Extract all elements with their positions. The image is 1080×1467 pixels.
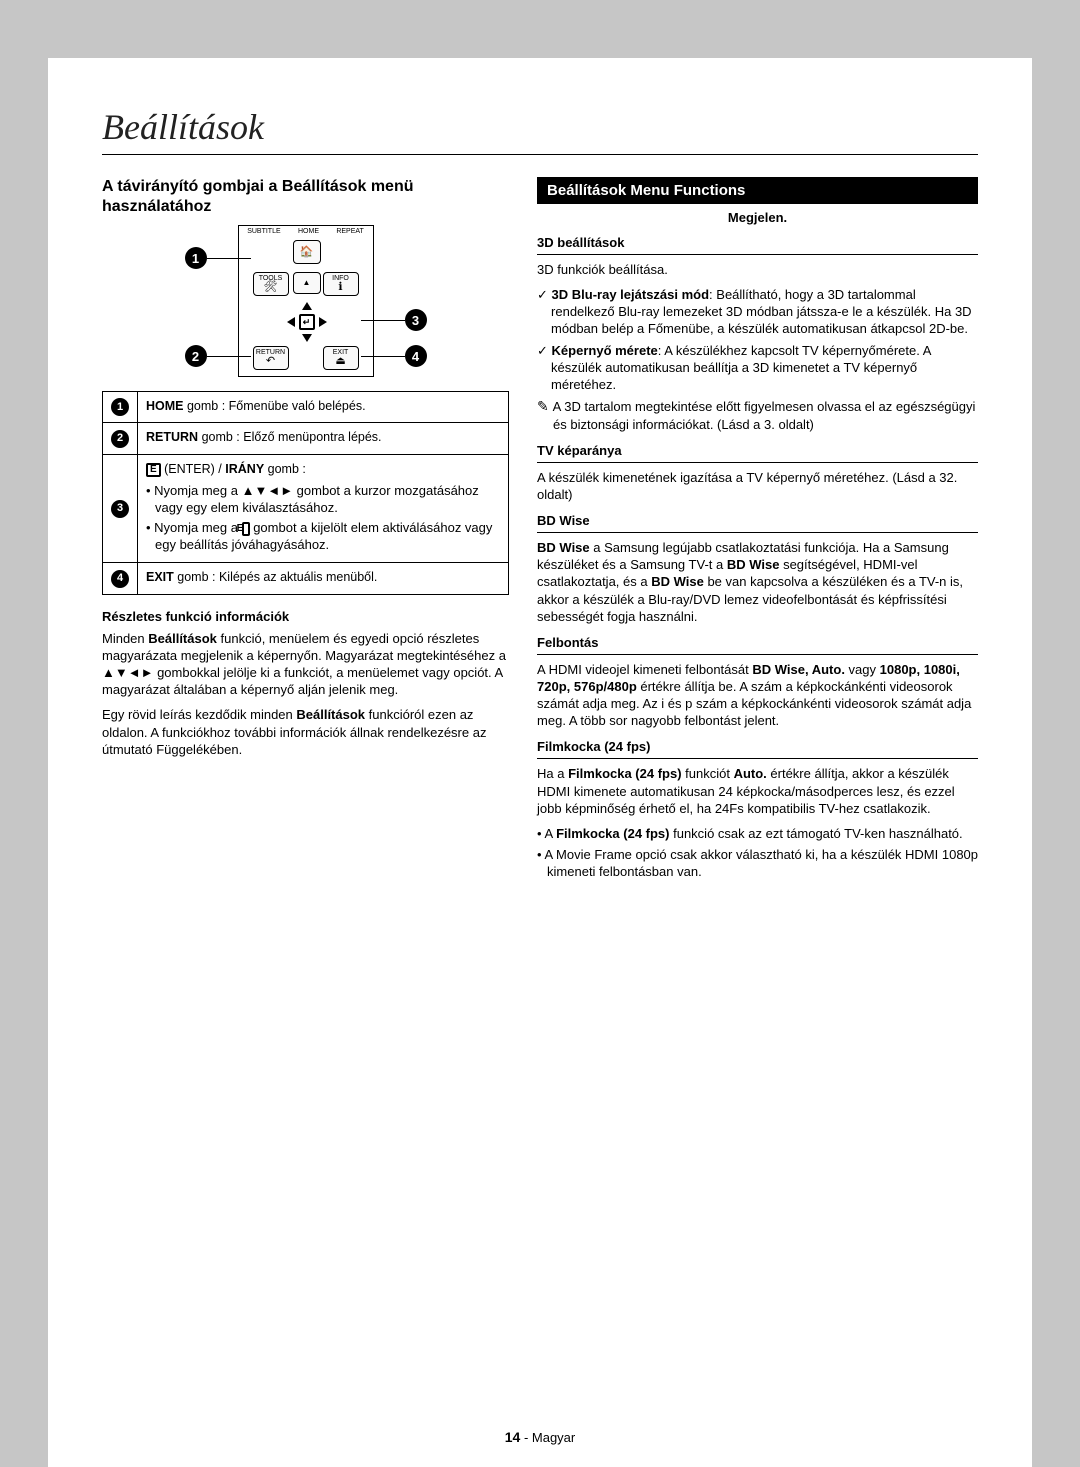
- bdwise-title: BD Wise: [537, 513, 978, 533]
- detail-p1: Minden Beállítások funkció, menüelem és …: [102, 630, 509, 699]
- remote-table: 1HOME gomb : Főmenübe való belépés.2RETU…: [102, 391, 509, 595]
- right-column: Beállítások Menu Functions Megjelen. 3D …: [537, 177, 978, 884]
- left-column: A távirányító gombjai a Beállítások menü…: [102, 177, 509, 884]
- footer-sep: -: [524, 1430, 532, 1445]
- detail-heading: Részletes funkció információk: [102, 609, 509, 624]
- dpad-up-btn: ▲: [293, 272, 321, 294]
- bdwise-body: BD Wise a Samsung legújabb csatlakoztatá…: [537, 539, 978, 625]
- page-number: 14: [505, 1429, 521, 1445]
- film-body: Ha a Filmkocka (24 fps) funkciót Auto. é…: [537, 765, 978, 816]
- title-rule: [102, 154, 978, 155]
- lead-3: [361, 320, 405, 321]
- list-item: 3D Blu-ray lejátszási mód: Beállítható, …: [537, 286, 978, 337]
- page: Beállítások A távirányító gombjai a Beál…: [48, 58, 1032, 1467]
- label-home: HOME: [298, 228, 319, 235]
- megjelen-heading: Megjelen.: [537, 210, 978, 225]
- footer-lang: Magyar: [532, 1430, 575, 1445]
- row-number: 1: [103, 392, 138, 423]
- left-heading: A távirányító gombjai a Beállítások menü…: [102, 177, 509, 217]
- enter-icon: ↵: [299, 314, 315, 330]
- home-button-icon: 🏠: [293, 240, 321, 264]
- callout-1: 1: [185, 247, 207, 269]
- list-item: A Movie Frame opció csak akkor választha…: [537, 846, 978, 880]
- remote-top-labels: SUBTITLE HOME REPEAT: [239, 226, 373, 235]
- felbontas-title: Felbontás: [537, 635, 978, 655]
- s3d-items: 3D Blu-ray lejátszási mód: Beállítható, …: [537, 286, 978, 393]
- lead-2: [207, 356, 251, 357]
- label-subtitle: SUBTITLE: [247, 228, 280, 235]
- list-item: Nyomja meg a ▲▼◄► gombot a kurzor mozgat…: [146, 482, 500, 516]
- info-button: INFOℹ: [323, 272, 359, 296]
- row-content: RETURN gomb : Előző menüpontra lépés.: [138, 423, 509, 454]
- arrow-right-icon: [319, 317, 327, 327]
- row-number: 3: [103, 454, 138, 563]
- film-title: Filmkocka (24 fps): [537, 739, 978, 759]
- film-bullets: A Filmkocka (24 fps) funkció csak az ezt…: [537, 825, 978, 880]
- row-number: 2: [103, 423, 138, 454]
- arrow-up-icon: [302, 302, 312, 310]
- menu-functions-bar: Beállítások Menu Functions: [537, 177, 978, 204]
- row-content: E (ENTER) / IRÁNY gomb :Nyomja meg a ▲▼◄…: [138, 454, 509, 563]
- remote-body: SUBTITLE HOME REPEAT 🏠 TOOLS🛠 INFOℹ ▲: [238, 225, 374, 377]
- page-footer: 14 - Magyar: [48, 1429, 1032, 1445]
- exit-button: EXIT⏏: [323, 346, 359, 370]
- row-content: EXIT gomb : Kilépés az aktuális menüből.: [138, 563, 509, 594]
- lead-1: [207, 258, 251, 259]
- table-row: 2RETURN gomb : Előző menüpontra lépés.: [103, 423, 509, 454]
- row-number: 4: [103, 563, 138, 594]
- table-row: 4EXIT gomb : Kilépés az aktuális menüből…: [103, 563, 509, 594]
- dpad: ↵: [287, 302, 327, 342]
- page-title: Beállítások: [102, 106, 978, 148]
- table-row: 1HOME gomb : Főmenübe való belépés.: [103, 392, 509, 423]
- callout-3: 3: [405, 309, 427, 331]
- list-item: Képernyő mérete: A készülékhez kapcsolt …: [537, 342, 978, 393]
- return-button: RETURN↶: [253, 346, 289, 370]
- arrow-down-icon: [302, 334, 312, 342]
- table-row: 3E (ENTER) / IRÁNY gomb :Nyomja meg a ▲▼…: [103, 454, 509, 563]
- row-content: HOME gomb : Főmenübe való belépés.: [138, 392, 509, 423]
- columns: A távirányító gombjai a Beállítások menü…: [102, 177, 978, 884]
- s3d-title: 3D beállítások: [537, 235, 978, 255]
- s3d-note: A 3D tartalom megtekintése előtt figyelm…: [537, 397, 978, 433]
- felbontas-body: A HDMI videojel kimeneti felbontását BD …: [537, 661, 978, 730]
- lead-4: [361, 356, 405, 357]
- label-repeat: REPEAT: [336, 228, 364, 235]
- tvarany-title: TV képaránya: [537, 443, 978, 463]
- remote-diagram: SUBTITLE HOME REPEAT 🏠 TOOLS🛠 INFOℹ ▲: [191, 225, 421, 377]
- tvarany-body: A készülék kimenetének igazítása a TV ké…: [537, 469, 978, 503]
- callout-4: 4: [405, 345, 427, 367]
- page-outer: Beállítások A távirányító gombjai a Beál…: [0, 0, 1080, 1467]
- arrow-left-icon: [287, 317, 295, 327]
- tools-button: TOOLS🛠: [253, 272, 289, 296]
- s3d-intro: 3D funkciók beállítása.: [537, 261, 978, 278]
- list-item: A Filmkocka (24 fps) funkció csak az ezt…: [537, 825, 978, 842]
- list-item: Nyomja meg a E gombot a kijelölt elem ak…: [146, 519, 500, 553]
- callout-2: 2: [185, 345, 207, 367]
- detail-p2: Egy rövid leírás kezdődik minden Beállít…: [102, 706, 509, 757]
